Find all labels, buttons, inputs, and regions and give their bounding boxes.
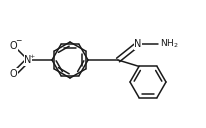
Text: −: − [15, 36, 21, 45]
Text: NH$_2$: NH$_2$ [159, 38, 178, 50]
Text: O: O [9, 41, 17, 51]
Text: N: N [24, 55, 32, 65]
Text: N: N [134, 39, 141, 49]
Text: O: O [9, 69, 17, 79]
Text: +: + [29, 54, 34, 58]
